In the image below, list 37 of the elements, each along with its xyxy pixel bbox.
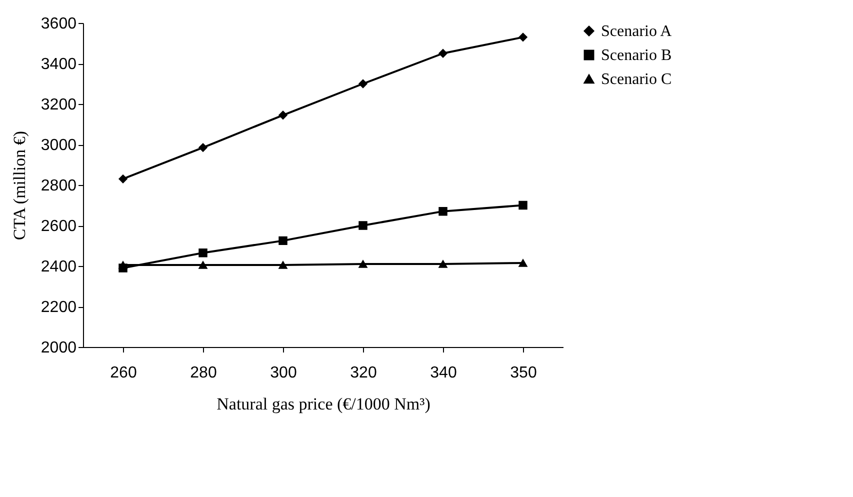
x-tick-label: 320 [350,364,377,382]
point [198,261,208,269]
point [198,248,208,258]
y-tick-label: 2600 [40,218,77,235]
y-tick-label: 2200 [40,299,77,316]
y-tick-label: 3000 [40,137,77,154]
point [518,32,528,42]
point [358,260,368,268]
x-axis-title: Natural gas price (€/1000 Nm³) [216,394,430,414]
y-tick-label: 2800 [40,178,77,194]
legend-label: Scenario C [601,71,672,88]
point [278,110,288,120]
point [198,143,208,152]
x-tick-label: 280 [190,364,217,382]
point [518,200,528,210]
y-tick-label: 2400 [40,258,77,276]
point [358,79,368,88]
x-tick-label: 300 [270,364,297,382]
point [278,236,288,246]
y-axis-title: CTA (million €) [10,130,29,240]
point [438,206,448,216]
point [438,49,448,58]
x-tick-label: 340 [430,364,457,382]
legend-label: Scenario A [601,23,672,40]
y-tick-label: 3400 [40,56,77,73]
point [518,259,528,267]
point [438,260,448,268]
point [118,174,128,184]
x-tick-label: 350 [510,364,537,382]
point [358,221,368,230]
x-tick-label: 260 [110,364,137,382]
point [118,261,128,269]
y-tick-label: 3200 [40,96,77,114]
legend-label: Scenario B [601,47,672,64]
point [278,261,288,269]
y-tick-label: 3600 [40,16,77,32]
y-tick-label: 2000 [40,340,77,356]
